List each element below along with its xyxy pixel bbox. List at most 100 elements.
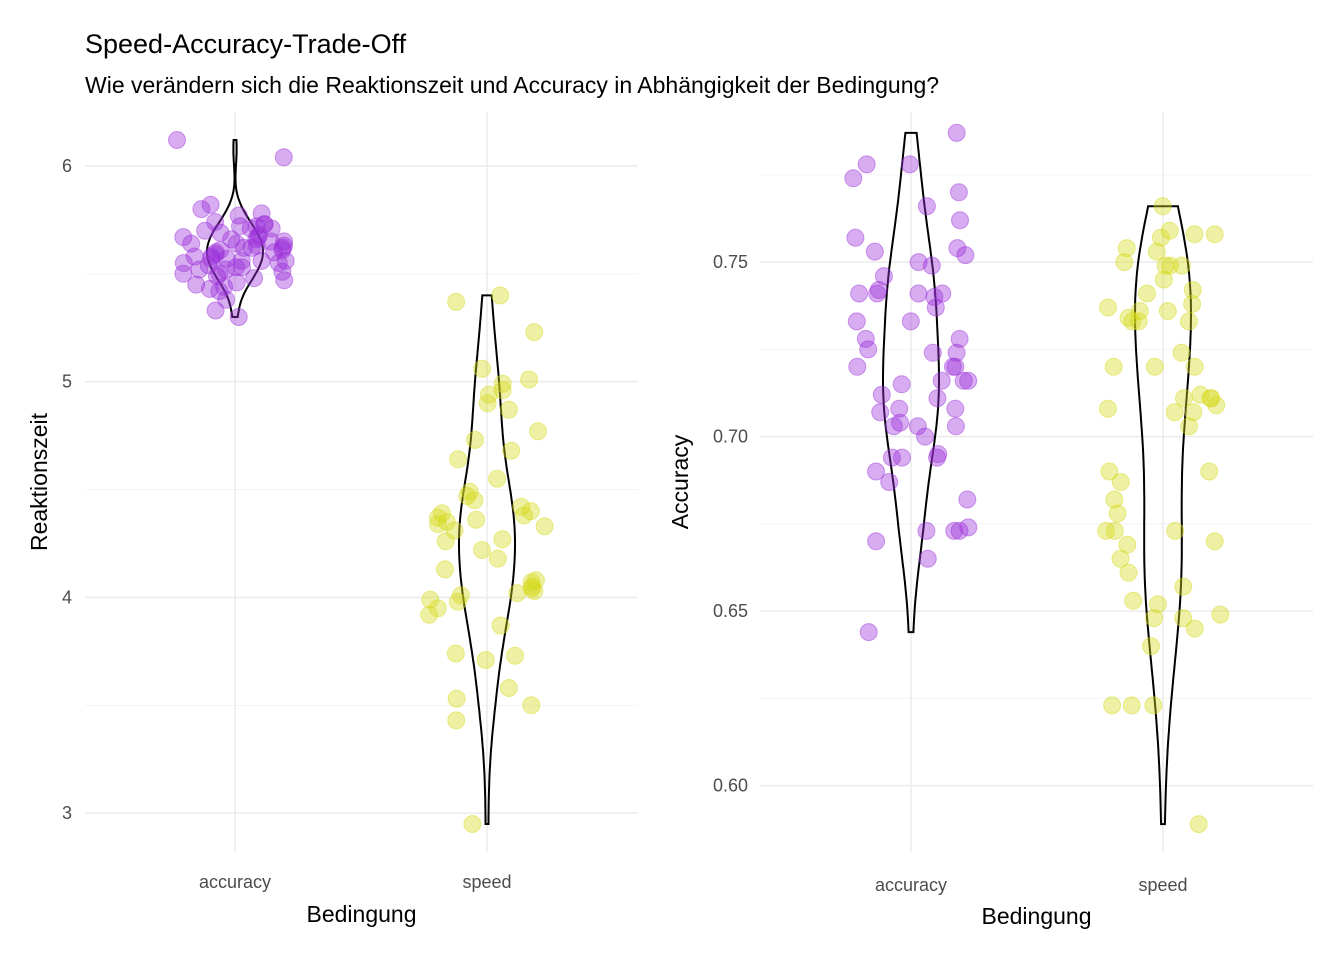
data-point-speed xyxy=(488,549,507,568)
data-point-accuracy xyxy=(273,262,292,281)
data-point-speed xyxy=(1124,591,1143,610)
panel-accuracy-x-ticks: accuracy speed xyxy=(875,875,1188,895)
data-point-accuracy xyxy=(946,417,965,436)
data-point-speed xyxy=(1098,399,1117,418)
data-point-accuracy xyxy=(227,258,245,277)
data-point-accuracy xyxy=(947,123,966,142)
data-point-accuracy xyxy=(908,417,927,436)
data-point-speed xyxy=(1185,357,1204,376)
data-point-accuracy xyxy=(954,371,973,390)
data-point-speed xyxy=(1174,609,1193,628)
data-point-speed xyxy=(428,599,447,618)
data-point-accuracy xyxy=(844,169,863,188)
data-point-accuracy xyxy=(182,234,201,253)
data-point-accuracy xyxy=(232,251,251,270)
data-point-speed xyxy=(1160,221,1179,240)
y-tick-label: 3 xyxy=(62,803,72,823)
data-point-speed xyxy=(1148,595,1167,614)
data-point-speed xyxy=(1097,521,1116,540)
data-point-accuracy xyxy=(928,448,947,467)
data-point-speed xyxy=(429,515,447,534)
data-point-speed xyxy=(1172,343,1191,362)
data-point-accuracy xyxy=(210,282,229,301)
data-point-accuracy xyxy=(255,215,274,234)
data-point-speed xyxy=(1100,462,1119,481)
data-point-accuracy xyxy=(255,215,274,234)
data-point-accuracy xyxy=(918,549,937,568)
data-point-speed xyxy=(523,577,542,596)
data-point-accuracy xyxy=(872,385,891,404)
data-point-accuracy xyxy=(900,155,919,174)
data-point-speed xyxy=(493,381,512,400)
data-point-speed xyxy=(493,530,512,549)
data-point-speed xyxy=(1123,312,1142,331)
data-point-accuracy xyxy=(950,521,969,540)
data-point-accuracy xyxy=(949,183,968,202)
data-point-speed xyxy=(1191,385,1210,404)
data-point-speed xyxy=(473,359,492,378)
data-point-accuracy xyxy=(216,260,235,279)
data-point-accuracy xyxy=(231,217,249,236)
data-point-speed xyxy=(1185,619,1204,638)
data-point-accuracy xyxy=(247,236,266,255)
data-point-speed xyxy=(1142,637,1160,656)
data-point-accuracy xyxy=(185,247,204,266)
data-point-accuracy xyxy=(202,249,221,268)
data-point-speed xyxy=(1111,549,1130,568)
data-point-accuracy xyxy=(891,413,909,432)
violin-accuracy xyxy=(206,139,264,318)
data-point-accuracy xyxy=(276,251,295,270)
data-point-accuracy xyxy=(868,284,887,303)
data-point-accuracy xyxy=(269,254,288,272)
data-point-accuracy xyxy=(945,521,964,540)
data-point-accuracy xyxy=(202,247,221,266)
data-point-speed xyxy=(1122,696,1141,715)
data-point-accuracy xyxy=(174,264,193,283)
data-point-accuracy xyxy=(217,249,236,268)
data-point-speed xyxy=(522,579,541,598)
data-point-accuracy xyxy=(947,343,966,362)
data-point-speed xyxy=(467,510,486,529)
data-point-speed xyxy=(448,592,467,611)
data-point-accuracy xyxy=(247,230,266,249)
data-point-speed xyxy=(478,394,497,413)
data-point-speed xyxy=(499,400,518,419)
data-point-accuracy xyxy=(227,273,246,292)
data-point-accuracy xyxy=(229,206,248,225)
data-point-speed xyxy=(447,711,466,730)
data-point-accuracy xyxy=(846,228,865,247)
data-point-speed xyxy=(521,502,540,521)
data-point-speed xyxy=(1105,521,1124,540)
data-point-speed xyxy=(1189,815,1208,834)
data-point-speed xyxy=(458,487,477,505)
y-tick-label: 0.70 xyxy=(713,427,748,447)
data-point-speed xyxy=(1183,295,1202,313)
data-point-accuracy xyxy=(249,228,267,247)
data-point-speed xyxy=(1145,609,1163,628)
data-point-speed xyxy=(1144,696,1163,715)
data-point-accuracy xyxy=(273,238,292,257)
data-point-speed xyxy=(1156,256,1175,275)
data-point-speed xyxy=(1174,577,1193,596)
chart-title: Speed-Accuracy-Trade-Off xyxy=(85,29,407,59)
data-point-accuracy xyxy=(932,371,951,390)
data-point-speed xyxy=(460,482,479,501)
data-point-accuracy xyxy=(206,301,225,320)
data-point-accuracy xyxy=(959,371,978,390)
data-point-speed xyxy=(1145,357,1164,376)
data-point-accuracy xyxy=(922,256,941,275)
data-point-speed xyxy=(1205,225,1224,244)
data-point-speed xyxy=(1119,563,1138,582)
data-point-accuracy xyxy=(174,228,193,247)
data-point-accuracy xyxy=(275,236,294,255)
x-tick-label: accuracy xyxy=(875,875,947,895)
data-point-speed xyxy=(525,323,544,342)
data-point-speed xyxy=(1185,225,1204,244)
data-point-accuracy xyxy=(227,234,246,253)
data-point-accuracy xyxy=(884,417,903,436)
data-point-speed xyxy=(445,521,464,540)
panel-reaktionszeit-points xyxy=(168,131,554,833)
data-point-accuracy xyxy=(245,269,264,288)
data-point-speed xyxy=(1161,256,1180,275)
